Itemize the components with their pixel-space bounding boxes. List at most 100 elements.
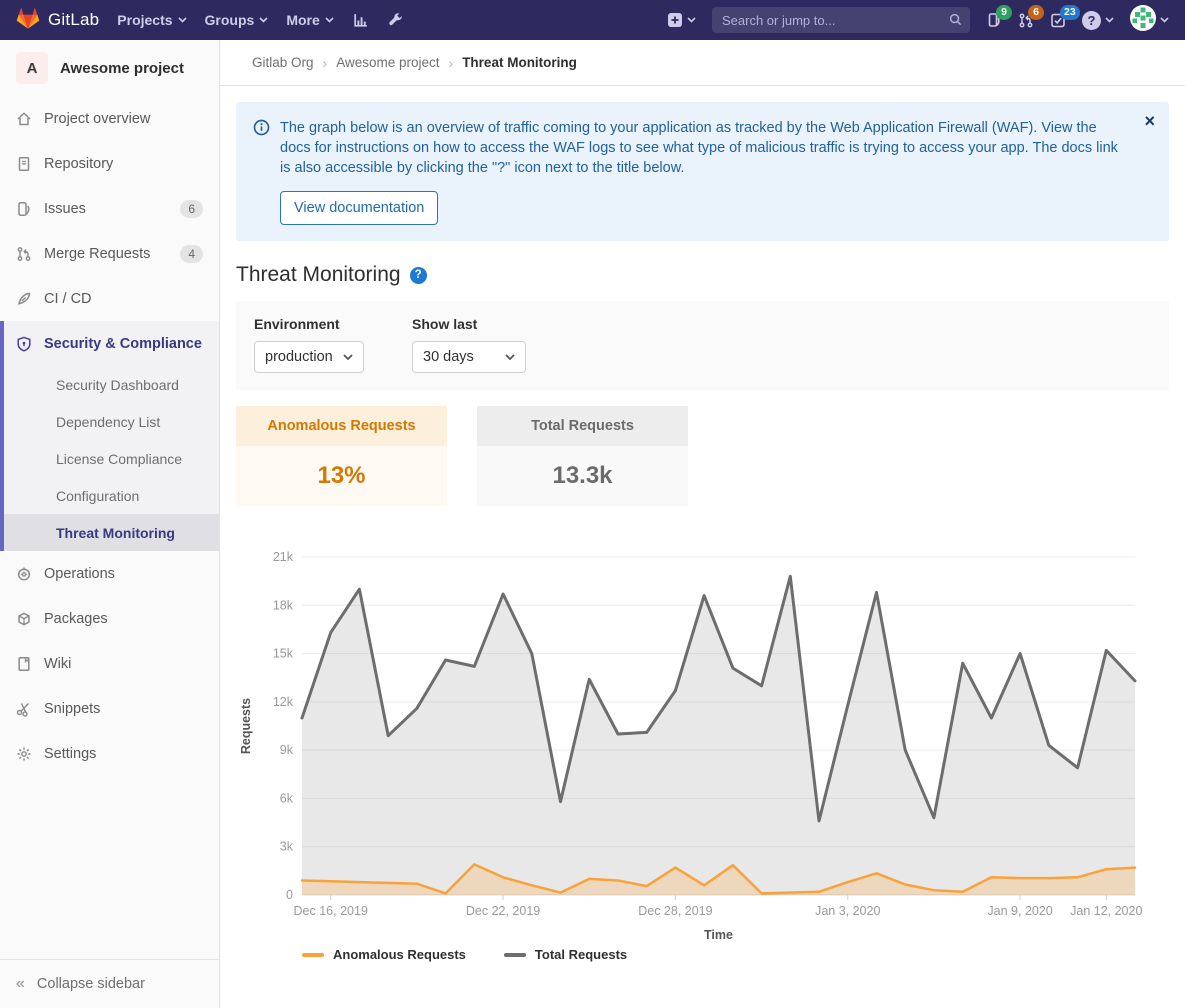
sidebar-item-label: Packages xyxy=(44,611,108,627)
svg-text:Requests: Requests xyxy=(239,698,253,754)
svg-text:3k: 3k xyxy=(280,840,294,854)
top-navbar: GitLab Projects Groups More xyxy=(0,0,1185,40)
title-help-icon[interactable]: ? xyxy=(410,267,427,284)
project-avatar: A xyxy=(16,52,48,84)
total-requests-label: Total Requests xyxy=(477,406,688,446)
collapse-sidebar-button[interactable]: « Collapse sidebar xyxy=(0,959,219,1008)
svg-text:Dec 16, 2019: Dec 16, 2019 xyxy=(294,904,368,918)
collapse-label: Collapse sidebar xyxy=(37,976,145,992)
sidebar-item-packages[interactable]: Packages xyxy=(0,596,219,641)
traffic-chart-section: 03k6k9k12k15k18k21kDec 16, 2019Dec 22, 2… xyxy=(236,535,1169,962)
sidebar-item-settings[interactable]: Settings xyxy=(0,731,219,776)
show-last-select[interactable]: 30 days xyxy=(412,341,526,373)
legend-anomalous-requests[interactable]: Anomalous Requests xyxy=(302,947,466,962)
sidebar-project-header[interactable]: A Awesome project xyxy=(0,40,219,96)
total-requests-card: Total Requests 13.3k xyxy=(477,406,688,506)
breadcrumb-current: Threat Monitoring xyxy=(462,55,577,70)
merge-requests-count-badge: 6 xyxy=(1028,5,1044,20)
view-documentation-button[interactable]: View documentation xyxy=(280,191,438,225)
svg-text:6k: 6k xyxy=(280,791,294,805)
legend-dash-gray xyxy=(504,953,526,957)
chart-legend: Anomalous Requests Total Requests xyxy=(302,947,1169,962)
sidebar-item-merge-requests[interactable]: Merge Requests 4 xyxy=(0,231,219,276)
sidebar-item-snippets[interactable]: Snippets xyxy=(0,686,219,731)
breadcrumb-group[interactable]: Gitlab Org xyxy=(252,55,314,70)
analytics-chart-icon[interactable] xyxy=(352,12,369,29)
sidebar-item-threat-monitoring[interactable]: Threat Monitoring xyxy=(4,514,219,551)
help-menu[interactable]: ? xyxy=(1082,11,1114,30)
chevron-down-icon xyxy=(325,17,334,23)
search-icon xyxy=(948,12,963,32)
total-requests-value: 13.3k xyxy=(477,446,688,506)
issues-count-button[interactable]: 9 xyxy=(986,12,1002,29)
svg-text:21k: 21k xyxy=(273,550,294,564)
main-content: Gitlab Org › Awesome project › Threat Mo… xyxy=(220,40,1185,1008)
sidebar-item-label: Operations xyxy=(44,566,115,582)
help-icon: ? xyxy=(1082,11,1101,30)
gitlab-logo[interactable]: GitLab xyxy=(16,6,99,35)
svg-text:Dec 22, 2019: Dec 22, 2019 xyxy=(466,904,540,918)
breadcrumb-separator: › xyxy=(449,55,454,71)
sidebar-item-security-dashboard[interactable]: Security Dashboard xyxy=(4,366,219,403)
svg-text:Jan 9, 2020: Jan 9, 2020 xyxy=(987,904,1052,918)
nav-groups[interactable]: Groups xyxy=(205,12,269,28)
user-menu[interactable] xyxy=(1130,5,1169,36)
search-input[interactable] xyxy=(712,7,970,33)
info-alert: The graph below is an overview of traffi… xyxy=(236,102,1169,241)
admin-wrench-icon[interactable] xyxy=(387,12,404,29)
sidebar-item-ci-cd[interactable]: CI / CD xyxy=(0,276,219,321)
sidebar-item-label: Settings xyxy=(44,746,96,762)
sidebar-item-issues[interactable]: Issues 6 xyxy=(0,186,219,231)
merge-request-icon xyxy=(16,246,32,262)
anomalous-requests-value: 13% xyxy=(236,446,447,506)
rocket-icon xyxy=(16,291,32,307)
page-title: Threat Monitoring xyxy=(236,263,401,287)
legend-dash-orange xyxy=(302,953,324,957)
package-icon xyxy=(16,611,32,627)
sidebar-item-label: CI / CD xyxy=(44,291,92,307)
environment-select[interactable]: production xyxy=(254,341,364,373)
sidebar-item-security-compliance[interactable]: Security & Compliance xyxy=(4,321,219,366)
sidebar-item-label: Wiki xyxy=(44,656,71,672)
project-name: Awesome project xyxy=(60,60,184,77)
svg-text:15k: 15k xyxy=(273,647,294,661)
anomalous-requests-label: Anomalous Requests xyxy=(236,406,447,446)
sidebar-item-operations[interactable]: Operations xyxy=(0,551,219,596)
legend-total-requests[interactable]: Total Requests xyxy=(504,947,627,962)
chevron-down-icon xyxy=(1105,17,1114,23)
show-last-label: Show last xyxy=(412,316,526,332)
chevron-down-icon xyxy=(343,354,353,361)
sidebar-item-label: Issues xyxy=(44,201,86,217)
sidebar-item-configuration[interactable]: Configuration xyxy=(4,477,219,514)
sidebar-item-repository[interactable]: Repository xyxy=(0,141,219,186)
page: GitLab Projects Groups More xyxy=(0,0,1185,1008)
todos-count-badge: 23 xyxy=(1060,5,1080,20)
sidebar-item-project-overview[interactable]: Project overview xyxy=(0,96,219,141)
traffic-chart: 03k6k9k12k15k18k21kDec 16, 2019Dec 22, 2… xyxy=(236,535,1169,939)
svg-text:9k: 9k xyxy=(280,743,294,757)
sidebar-item-label: Project overview xyxy=(44,111,150,127)
sidebar-item-license-compliance[interactable]: License Compliance xyxy=(4,440,219,477)
chevron-down-icon xyxy=(178,17,187,23)
merge-requests-count-button[interactable]: 6 xyxy=(1018,12,1034,29)
todos-count-button[interactable]: 23 xyxy=(1050,12,1066,29)
nav-more[interactable]: More xyxy=(286,12,333,28)
new-menu[interactable] xyxy=(667,12,696,28)
sidebar-item-label: Merge Requests xyxy=(44,246,150,262)
brand-name: GitLab xyxy=(48,10,99,30)
chevron-down-icon xyxy=(259,17,268,23)
issues-badge: 6 xyxy=(180,200,203,218)
tanuki-icon xyxy=(16,6,40,35)
svg-text:18k: 18k xyxy=(273,598,294,612)
environment-value: production xyxy=(265,349,333,365)
breadcrumb: Gitlab Org › Awesome project › Threat Mo… xyxy=(220,40,1185,86)
sidebar-item-wiki[interactable]: Wiki xyxy=(0,641,219,686)
breadcrumb-project[interactable]: Awesome project xyxy=(336,55,439,70)
sidebar-item-dependency-list[interactable]: Dependency List xyxy=(4,403,219,440)
nav-projects[interactable]: Projects xyxy=(117,12,186,28)
close-icon[interactable]: × xyxy=(1144,112,1155,130)
issues-icon xyxy=(16,201,32,217)
sidebar-item-label: Snippets xyxy=(44,701,100,717)
svg-text:Jan 12, 2020: Jan 12, 2020 xyxy=(1070,904,1142,918)
show-last-value: 30 days xyxy=(423,349,474,365)
